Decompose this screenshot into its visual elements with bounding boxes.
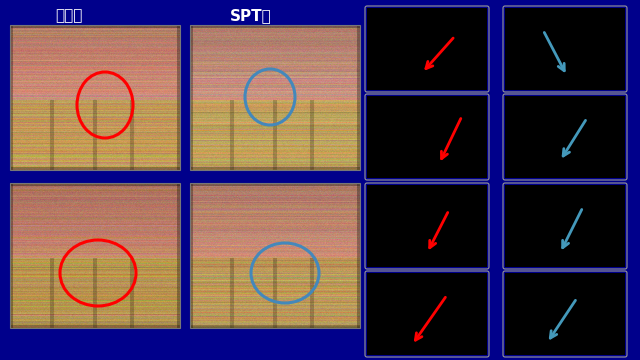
Text: 初診時: 初診時 xyxy=(55,9,83,23)
Bar xyxy=(10,183,180,328)
Text: SPT時: SPT時 xyxy=(230,9,272,23)
Bar xyxy=(190,183,360,328)
Bar xyxy=(190,25,360,170)
Bar xyxy=(10,25,180,170)
